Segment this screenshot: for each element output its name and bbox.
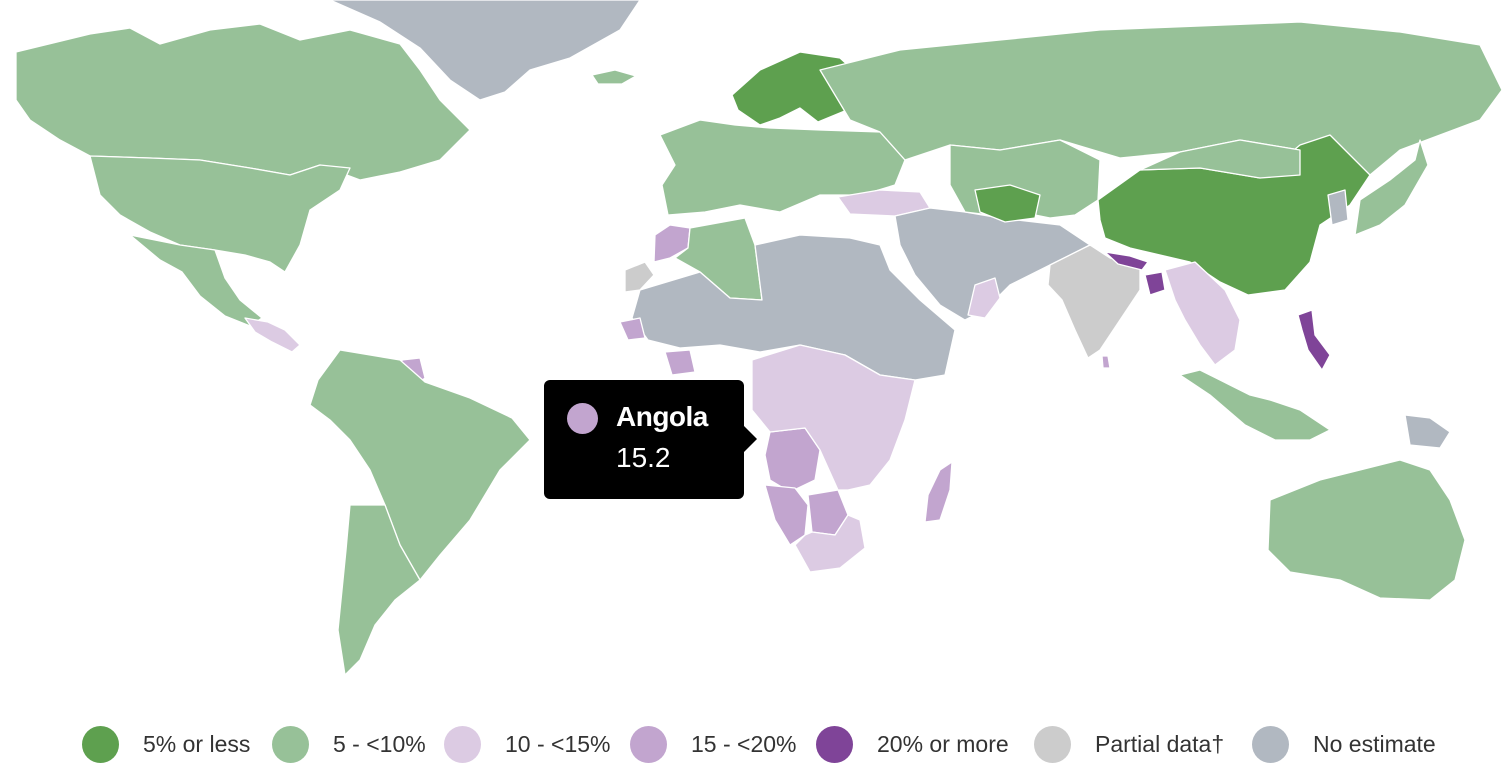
map-legend: 5% or less 5 - <10% 10 - <15% 15 - <20% … bbox=[0, 722, 1502, 766]
region-australia[interactable]: Australia bbox=[1267, 459, 1466, 601]
tooltip-country-value: 15.2 bbox=[616, 442, 671, 473]
region-bangladesh[interactable]: Bangladesh bbox=[1144, 271, 1166, 296]
legend-swatch-icon bbox=[630, 726, 667, 763]
legend-label: 10 - <15% bbox=[505, 731, 611, 757]
region-indonesia[interactable]: Indonesia bbox=[1179, 369, 1331, 441]
legend-label: 15 - <20% bbox=[691, 731, 797, 757]
legend-label: 5% or less bbox=[143, 731, 251, 757]
world-map-svg[interactable]: CanadaUnited StatesMexicoCentral America… bbox=[0, 0, 1502, 690]
world-map[interactable]: CanadaUnited StatesMexicoCentral America… bbox=[0, 0, 1502, 690]
legend-swatch-icon bbox=[1252, 726, 1289, 763]
region-south-africa[interactable]: South Africa bbox=[794, 514, 866, 573]
region-western-sahara[interactable]: Western Sahara bbox=[624, 261, 655, 293]
legend-swatch-icon bbox=[1034, 726, 1071, 763]
region-central-america[interactable]: Central America bbox=[244, 317, 301, 353]
region-brazil[interactable]: Brazil bbox=[309, 349, 531, 581]
region-greenland[interactable]: Greenland bbox=[329, 0, 641, 101]
region-central-and-east-africa[interactable]: Central and East Africa bbox=[751, 344, 916, 491]
region-india[interactable]: India bbox=[1047, 244, 1141, 359]
region-iceland[interactable]: Iceland bbox=[591, 69, 637, 85]
legend-label: No estimate bbox=[1313, 731, 1436, 757]
region-papua-new-guinea[interactable]: Papua New Guinea bbox=[1404, 414, 1451, 449]
region-mongolia[interactable]: Mongolia bbox=[1139, 139, 1301, 179]
legend-label: 5 - <10% bbox=[333, 731, 426, 757]
region-southeast-asia[interactable]: Southeast Asia bbox=[1164, 261, 1241, 366]
region-turkmenistan[interactable]: Turkmenistan bbox=[974, 184, 1041, 223]
legend-swatch-icon bbox=[82, 726, 119, 763]
region-philippines[interactable]: Philippines bbox=[1297, 309, 1331, 371]
region-senegal[interactable]: Senegal bbox=[619, 317, 646, 341]
region-united-states[interactable]: United States bbox=[89, 155, 351, 273]
country-tooltip: Angola 15.2 bbox=[544, 380, 757, 499]
region-nepal[interactable]: Nepal bbox=[1104, 251, 1149, 271]
region-oman[interactable]: Oman bbox=[967, 277, 1001, 319]
region-japan[interactable]: Japan bbox=[1354, 139, 1429, 236]
legend-label: Partial data† bbox=[1095, 731, 1225, 757]
tooltip-country-name: Angola bbox=[616, 401, 708, 432]
legend-swatch-icon bbox=[816, 726, 853, 763]
legend-swatch-icon bbox=[272, 726, 309, 763]
legend-label: 20% or more bbox=[877, 731, 1009, 757]
region-korea[interactable]: Korea bbox=[1327, 189, 1349, 226]
region-argentina[interactable]: Argentina bbox=[337, 504, 421, 676]
region-madagascar[interactable]: Madagascar bbox=[924, 461, 953, 523]
legend-swatch-icon bbox=[444, 726, 481, 763]
region-sahel-and-north-africa[interactable]: Sahel and North Africa bbox=[631, 234, 956, 381]
region-ghana[interactable]: Ghana bbox=[664, 349, 696, 376]
region-sri-lanka[interactable]: Sri Lanka bbox=[1101, 355, 1111, 369]
tooltip-swatch-icon bbox=[567, 403, 598, 434]
